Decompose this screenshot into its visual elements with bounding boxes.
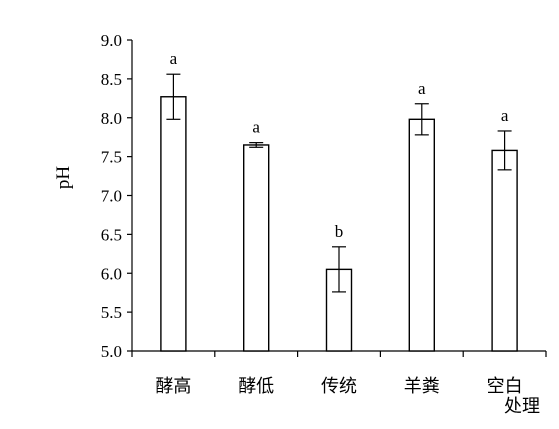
x-axis-title: 处理 — [504, 396, 540, 416]
significance-label: a — [418, 79, 426, 98]
y-tick-label: 6.0 — [101, 264, 122, 283]
significance-label: a — [170, 49, 178, 68]
y-tick-label: 8.5 — [101, 70, 122, 89]
y-tick-label: 7.0 — [101, 187, 122, 206]
chart-bars — [160, 73, 518, 352]
y-tick-label: 7.5 — [101, 148, 122, 167]
bar — [408, 118, 435, 352]
chart-axes — [127, 39, 547, 357]
x-tick-label: 酵高 — [155, 376, 191, 396]
y-tick-label: 5.5 — [101, 303, 122, 322]
x-tick-label: 传统 — [321, 376, 357, 396]
y-axis-title: pH — [53, 166, 74, 190]
x-tick-label: 空白 — [487, 376, 523, 396]
x-tick-label: 酵低 — [238, 376, 274, 396]
y-tick-label: 6.5 — [101, 225, 122, 244]
bar — [160, 96, 187, 352]
bar — [242, 144, 270, 352]
y-tick-label: 9.0 — [101, 31, 122, 50]
x-tick-label: 羊粪 — [404, 376, 440, 396]
y-tick-label: 8.0 — [101, 109, 122, 128]
significance-label: a — [501, 106, 509, 125]
y-tick-label: 5.0 — [101, 342, 122, 361]
significance-label: a — [252, 118, 260, 137]
significance-label: b — [335, 222, 344, 241]
bar — [491, 149, 518, 352]
chart-labels: 5.0 5.5 6.0 6.5 7.0 7.5 8.0 8.5 9.0 a 酵高 a 酵低 b 传统 a 羊粪 a… — [101, 31, 523, 396]
